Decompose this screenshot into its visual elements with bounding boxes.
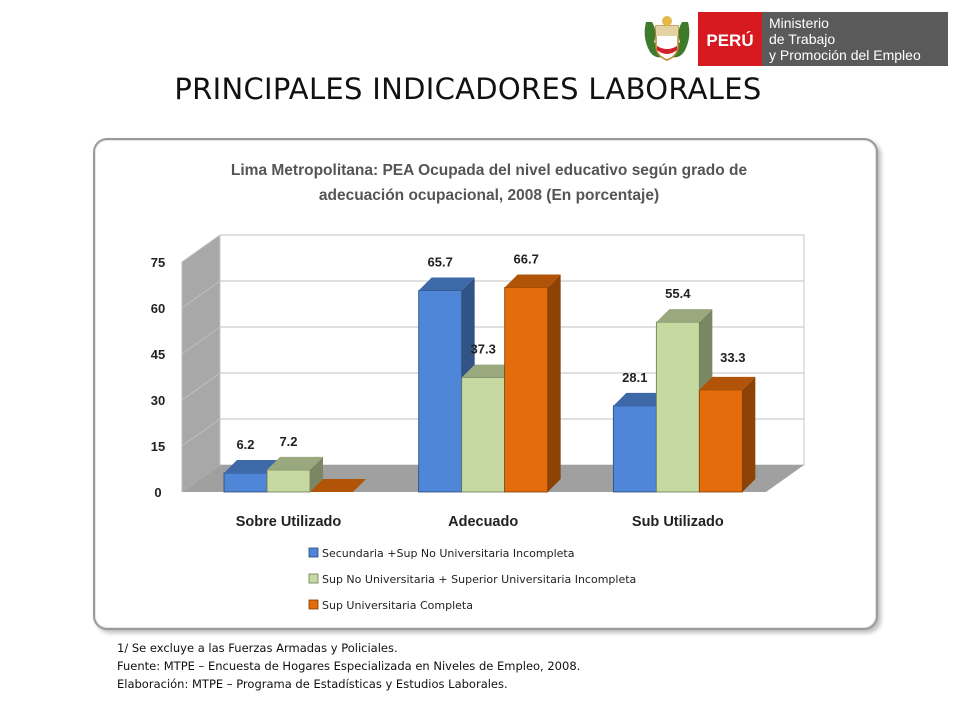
data-label: 65.7 — [428, 255, 453, 270]
bar-0-2 — [310, 479, 366, 492]
y-tick-label: 15 — [151, 439, 165, 454]
data-label: 28.1 — [622, 370, 647, 385]
x-category-label: Sobre Utilizado — [236, 514, 342, 530]
coat-of-arms-icon — [644, 16, 690, 61]
legend-entry: Sup No Universitaria + Superior Universi… — [308, 573, 636, 586]
data-label: 33.3 — [720, 350, 745, 365]
y-tick-label: 45 — [151, 347, 165, 362]
bar-top — [461, 364, 518, 378]
bar-top — [310, 479, 366, 492]
bar-side — [547, 274, 561, 492]
chart-title-line-1: Lima Metropolitana: PEA Ocupada del nive… — [231, 162, 748, 179]
bar-top — [267, 456, 323, 470]
footnote-source: Fuente: MTPE – Encuesta de Hogares Espec… — [117, 659, 581, 673]
bar-top — [699, 376, 756, 390]
bar-top — [224, 459, 280, 473]
logo-ministry-line-2: de Trabajo — [769, 31, 835, 47]
bar-front — [266, 469, 311, 493]
bar-front — [698, 389, 743, 493]
bar-1-2 — [504, 274, 561, 493]
bar-front — [504, 287, 549, 493]
footnote-elaboration: Elaboración: MTPE – Programa de Estadíst… — [117, 677, 508, 691]
bar-front — [223, 472, 268, 493]
legend-label: Sup Universitaria Completa — [322, 599, 473, 612]
bar-side — [310, 456, 323, 492]
gridline-side — [181, 418, 221, 447]
legend-swatch — [308, 573, 319, 584]
bar-top — [418, 277, 475, 291]
logo-peru-text: PERÚ — [706, 31, 753, 50]
bar-front — [612, 405, 657, 493]
chart-side-wall — [182, 235, 220, 492]
legend-entry: Secundaria +Sup No Universitaria Incompl… — [308, 547, 575, 560]
y-tick-label: 0 — [154, 485, 161, 500]
data-label: 66.7 — [514, 251, 539, 266]
bar-front — [418, 290, 463, 493]
footnotes: 1/ Se excluye a las Fuerzas Armadas y Po… — [117, 639, 580, 693]
gridline-side — [181, 372, 221, 401]
bar-2-2 — [698, 376, 756, 493]
y-tick-label: 30 — [151, 393, 165, 408]
legend-label: Secundaria +Sup No Universitaria Incompl… — [322, 547, 575, 560]
page-title: PRINCIPALES INDICADORES LABORALES — [174, 72, 762, 106]
y-tick-label: 60 — [151, 301, 165, 316]
legend-swatch — [308, 599, 319, 610]
x-category-label: Adecuado — [448, 514, 518, 530]
data-label: 55.4 — [665, 286, 691, 301]
bar-top — [504, 274, 561, 288]
logo-ministry-line-1: Ministerio — [769, 15, 829, 31]
data-label: 37.3 — [471, 342, 496, 357]
ministry-logo: PERÚ Ministerio de Trabajo y Promoción d… — [644, 12, 948, 66]
gridline-side — [181, 234, 221, 263]
bar-top — [656, 309, 713, 323]
bar-top — [613, 392, 670, 406]
y-tick-label: 75 — [151, 255, 165, 270]
legend-entry: Sup Universitaria Completa — [308, 599, 473, 612]
bar-front — [461, 377, 506, 493]
bar-0-1 — [266, 456, 323, 493]
chart-title-line-2: adecuación ocupacional, 2008 (En porcent… — [319, 187, 659, 204]
logo-ministry-line-3: y Promoción del Empleo — [769, 47, 921, 63]
legend-label: Sup No Universitaria + Superior Universi… — [322, 573, 636, 586]
data-label: 6.2 — [236, 437, 254, 452]
x-category-label: Sub Utilizado — [632, 514, 724, 530]
bar-front — [655, 321, 700, 493]
data-label: 7.2 — [279, 434, 297, 449]
legend-swatch — [308, 547, 319, 558]
gridline-side — [181, 280, 221, 309]
bar-side — [742, 376, 756, 492]
gridline-side — [181, 326, 221, 355]
footnote-exclusion: 1/ Se excluye a las Fuerzas Armadas y Po… — [117, 641, 398, 655]
